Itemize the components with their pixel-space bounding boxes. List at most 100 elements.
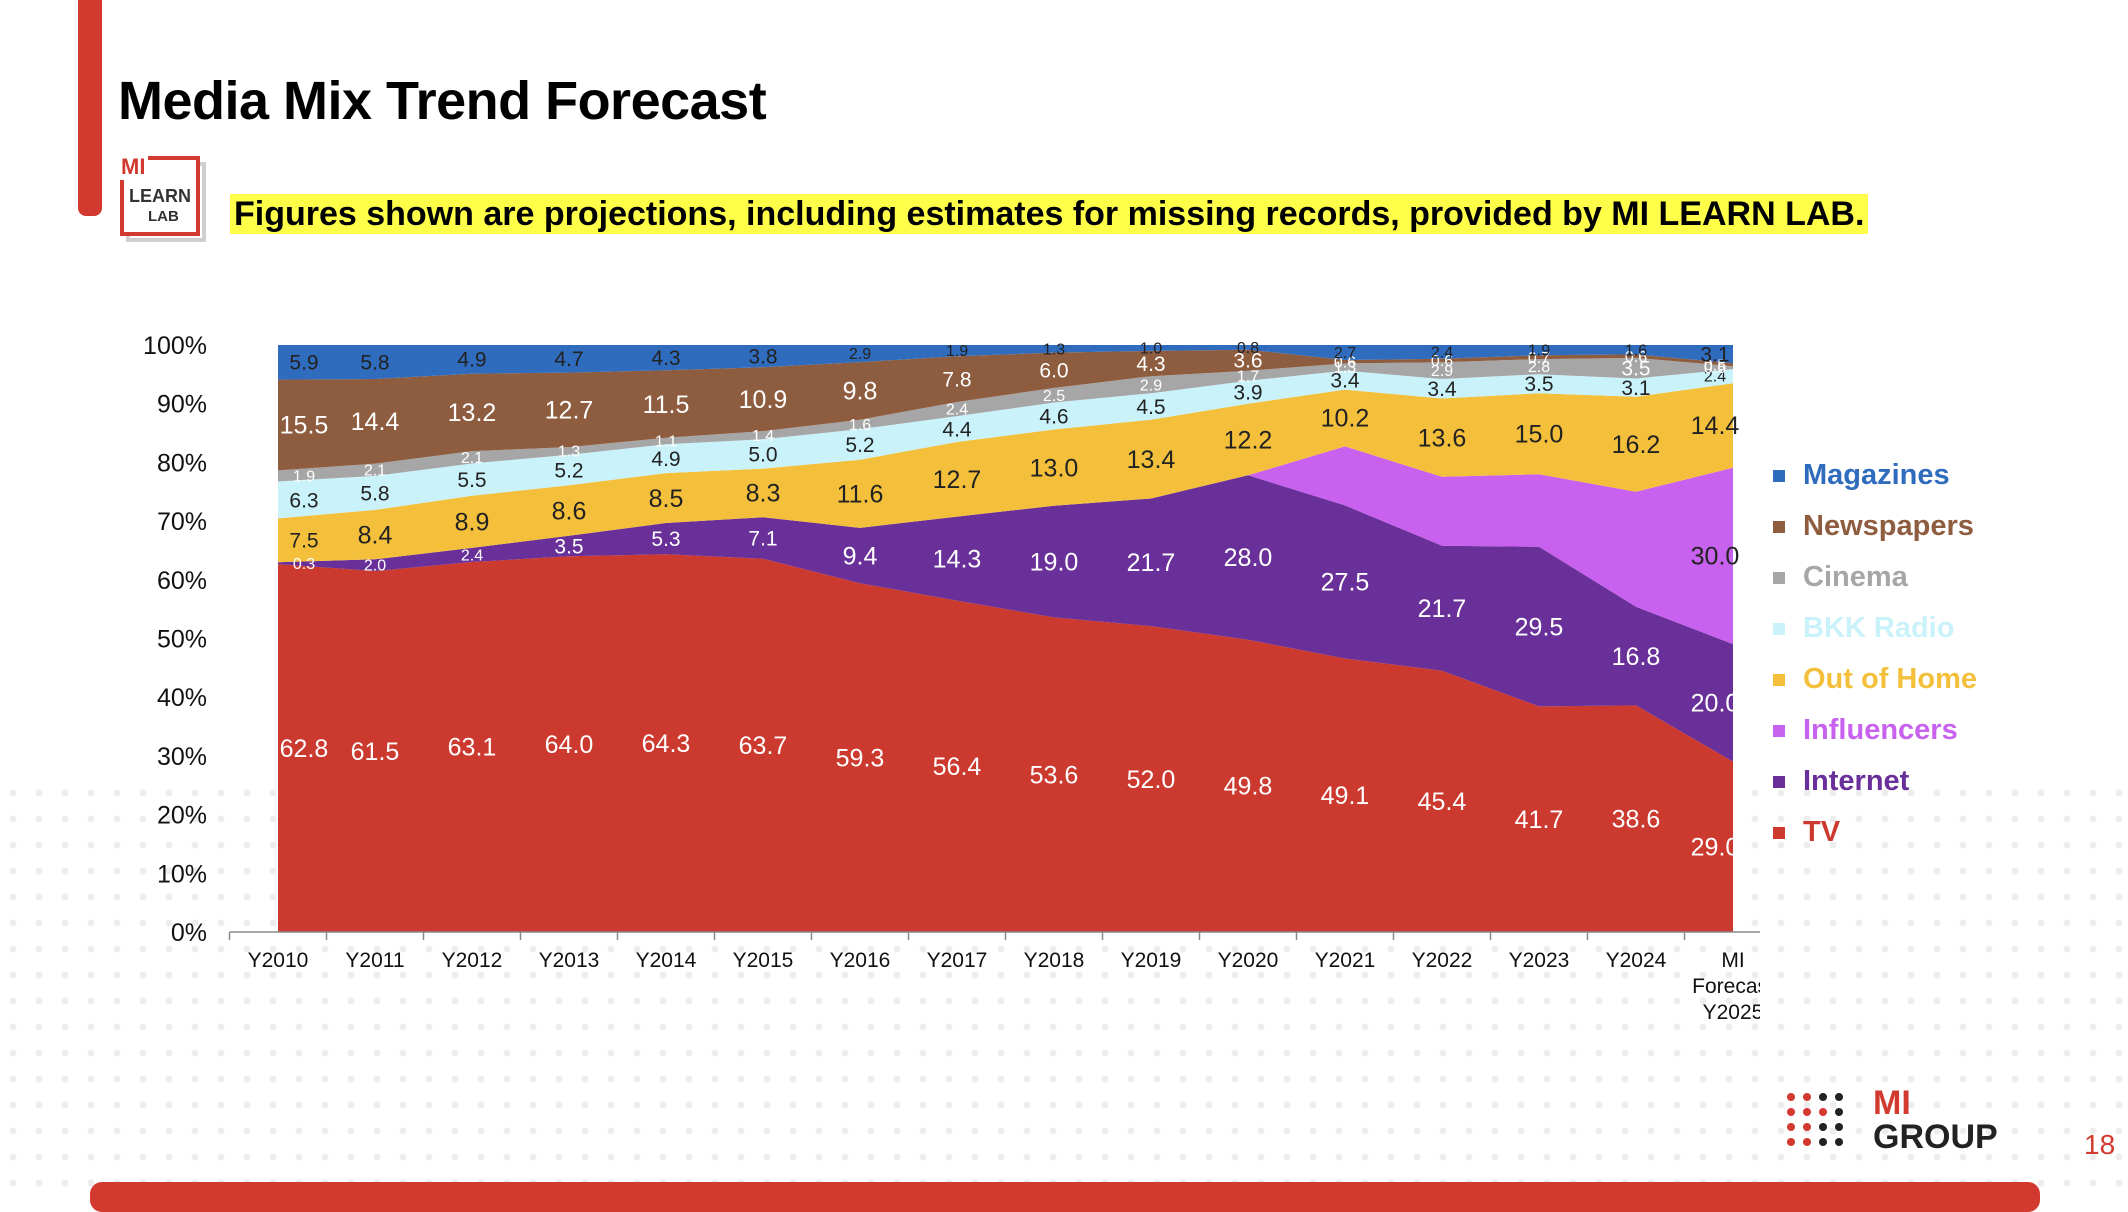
- logo-dot: [1803, 1123, 1811, 1131]
- data-label: 8.4: [358, 521, 393, 549]
- y-tick-label: 100%: [143, 332, 207, 360]
- data-label: 38.6: [1612, 805, 1661, 833]
- data-label: 4.5: [1136, 396, 1165, 419]
- page-title: Media Mix Trend Forecast: [118, 71, 767, 131]
- data-label: 2.9: [1140, 377, 1162, 394]
- data-label: 1.6: [849, 417, 871, 434]
- area-tv: [278, 554, 1733, 932]
- x-tick-label: Y2011: [345, 949, 404, 972]
- data-label: 3.1: [1621, 377, 1650, 400]
- x-tick-label: Y2017: [927, 949, 988, 972]
- data-label: 5.5: [457, 469, 486, 492]
- data-label: 3.4: [1427, 378, 1457, 401]
- data-label: 5.2: [845, 434, 874, 457]
- x-tick-label: Y2018: [1024, 949, 1085, 972]
- area-influencers: [278, 446, 1733, 645]
- chart-legend: Magazines Newspapers Cinema BKK Radio Out of…: [1773, 450, 1977, 858]
- data-label: 64.0: [545, 731, 594, 759]
- data-label: 15.5: [280, 412, 329, 440]
- x-tick-label: Y2020: [1218, 949, 1279, 972]
- x-tick-label: Y2016: [830, 949, 891, 972]
- data-label: 1.3: [1334, 360, 1356, 377]
- area-newspapers: [278, 349, 1733, 471]
- mi-learn-lab-logo: MI LEARN LAB: [116, 152, 206, 242]
- y-tick-label: 50%: [157, 626, 207, 654]
- data-label: 16.8: [1612, 643, 1661, 671]
- data-label: 11.5: [643, 391, 690, 419]
- logo-dot: [1803, 1093, 1811, 1101]
- x-tick-label: Y2010: [248, 949, 309, 972]
- data-label: 2.4: [1704, 369, 1726, 386]
- area-bkk-radio: [278, 369, 1733, 519]
- logo-dot: [1787, 1138, 1795, 1146]
- data-label: 5.2: [554, 459, 583, 482]
- logo-dot: [1835, 1138, 1843, 1146]
- logo-dot: [1803, 1108, 1811, 1116]
- legend-item-tv: TV: [1773, 807, 1977, 858]
- data-label: 2.4: [946, 402, 968, 419]
- data-label: 3.1: [1700, 343, 1729, 366]
- data-label: 14.3: [933, 545, 982, 573]
- data-label: 0.6: [1625, 349, 1647, 366]
- data-label: 41.7: [1515, 806, 1564, 834]
- data-label: 1.3: [558, 444, 580, 461]
- data-label: 1.9: [946, 343, 968, 360]
- data-label: 59.3: [836, 744, 885, 772]
- data-label: 19.0: [1030, 548, 1079, 576]
- x-tick-label: Y2013: [539, 949, 600, 972]
- legend-swatch: [1773, 469, 1785, 482]
- data-label: 4.6: [1039, 405, 1068, 428]
- data-label: 8.3: [746, 480, 781, 508]
- legend-label: Magazines: [1803, 459, 1950, 491]
- data-label: 0.6: [1334, 354, 1356, 371]
- area-magazines: [278, 345, 1733, 380]
- y-tick-label: 40%: [157, 684, 207, 712]
- logo-word-group: GROUP: [1873, 1118, 1998, 1156]
- legend-item-newspapers: Newspapers: [1773, 501, 1977, 552]
- legend-swatch: [1773, 571, 1785, 584]
- data-label: 4.4: [942, 418, 972, 441]
- data-label: 1.1: [655, 434, 677, 451]
- area-cinema: [278, 357, 1733, 482]
- logo-dot: [1819, 1093, 1827, 1101]
- data-label: 29.0: [1691, 834, 1740, 862]
- data-label: 12.2: [1224, 426, 1273, 454]
- data-label: 1.3: [1043, 341, 1065, 358]
- data-label: 10.9: [739, 386, 788, 414]
- legend-swatch: [1773, 673, 1785, 686]
- data-label: 2.1: [364, 462, 386, 479]
- y-tick-label: 20%: [157, 802, 207, 830]
- data-label: 3.5: [1621, 358, 1650, 381]
- data-label: 1.9: [293, 469, 315, 486]
- accent-bar: [78, 0, 102, 216]
- logo-text-learn: LEARN: [129, 186, 191, 206]
- data-label: 8.5: [649, 485, 684, 513]
- legend-label: Internet: [1803, 765, 1910, 797]
- data-label: 5.9: [289, 352, 318, 375]
- data-label: 64.3: [642, 730, 691, 758]
- logo-dot: [1835, 1108, 1843, 1116]
- legend-item-magazines: Magazines: [1773, 450, 1977, 501]
- data-label: 9.8: [843, 378, 878, 406]
- y-tick-label: 70%: [157, 508, 207, 536]
- data-label: 30.0: [1691, 543, 1740, 571]
- y-tick-label: 80%: [157, 449, 207, 477]
- data-label: 3.8: [748, 345, 777, 368]
- x-tick-label: Y2019: [1121, 949, 1182, 972]
- x-tick-label: MIForecastY2025: [1692, 949, 1760, 1024]
- data-label: 2.8: [1528, 359, 1550, 376]
- data-label: 21.7: [1418, 595, 1467, 623]
- data-label: 6.0: [1039, 360, 1068, 383]
- data-label: 2.4: [461, 548, 483, 565]
- data-label: 8.9: [455, 509, 490, 537]
- data-label: 16.2: [1612, 431, 1661, 459]
- y-tick-label: 90%: [157, 391, 207, 419]
- logo-text-lab: LAB: [148, 208, 179, 225]
- data-label: 2.4: [1431, 345, 1453, 362]
- legend-label: Cinema: [1803, 561, 1908, 593]
- data-label: 29.5: [1515, 613, 1564, 641]
- x-tick-label: Y2022: [1412, 949, 1473, 972]
- legend-item-internet: Internet: [1773, 756, 1977, 807]
- mi-group-logo: MI GROUP: [1787, 1085, 2037, 1155]
- legend-swatch: [1773, 826, 1785, 839]
